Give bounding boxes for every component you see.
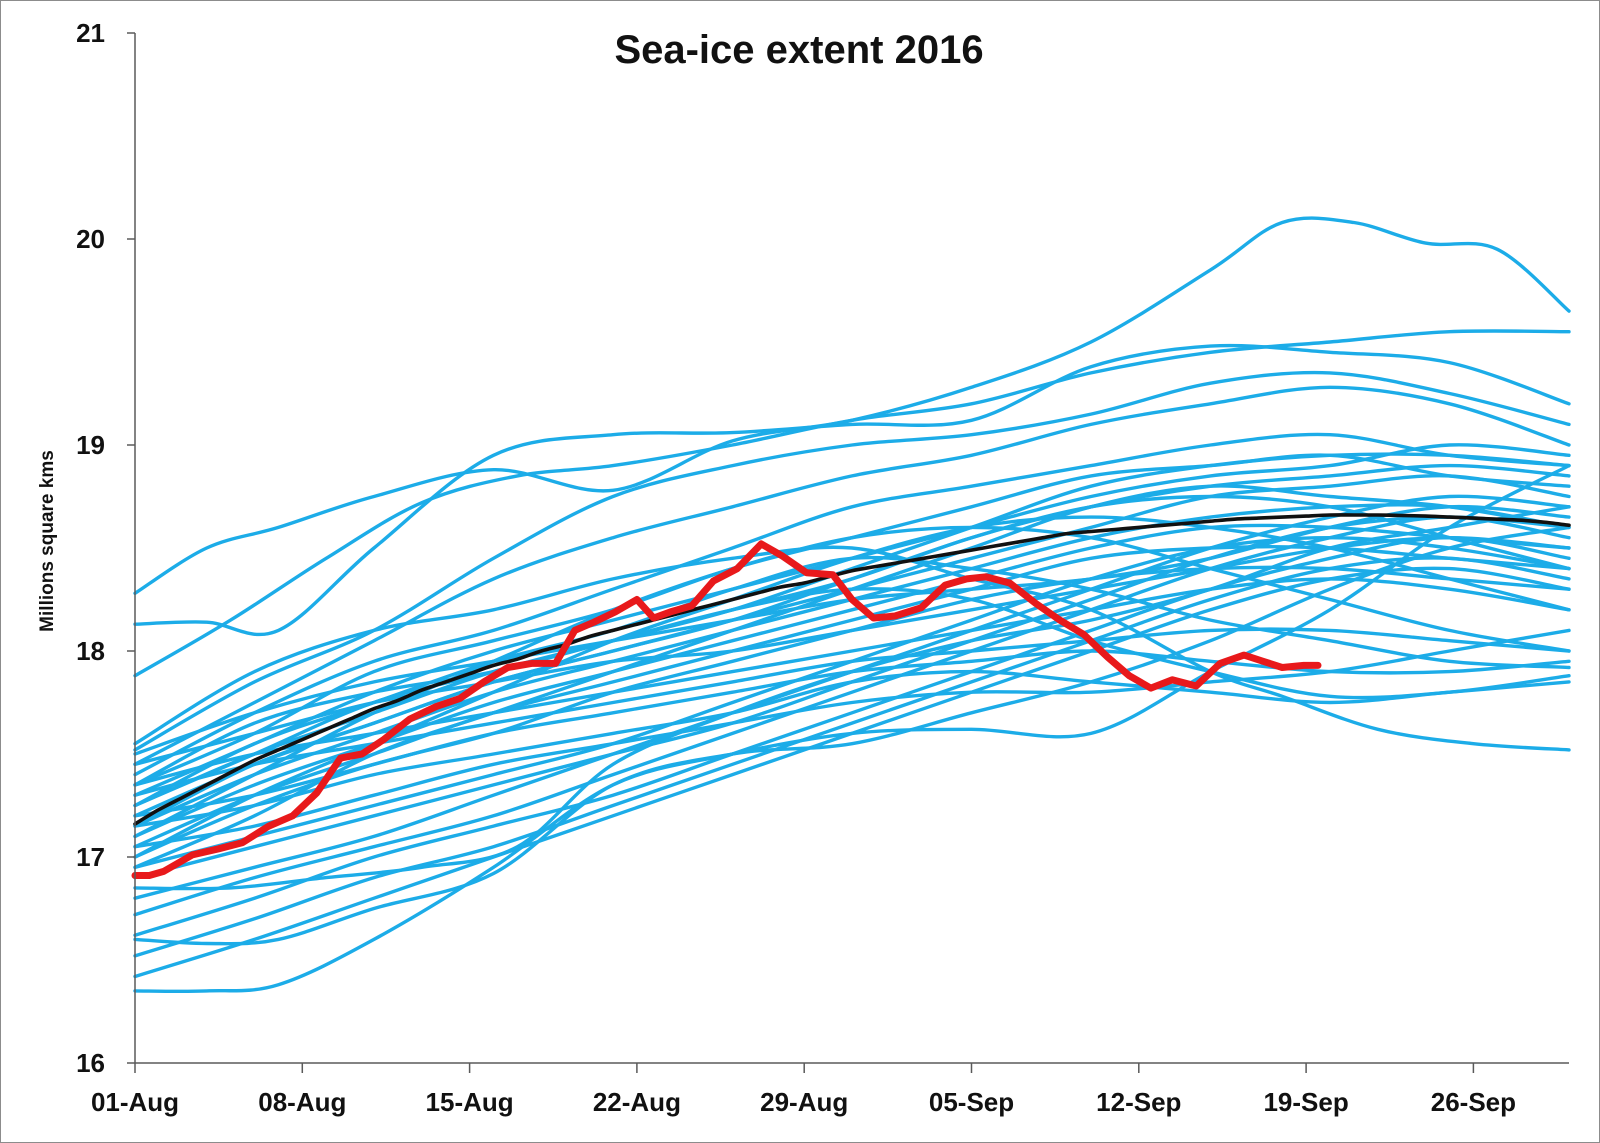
mean-line (133, 513, 1571, 826)
axes-group: 16 17 18 19 20 21 01-Aug 08-Aug 15-Aug 22-Aug 29-A… (76, 18, 1569, 1117)
historical-year-line (133, 556, 1571, 958)
historical-year-line (133, 494, 1571, 828)
historical-year-line (133, 432, 1571, 777)
historical-year-line (133, 628, 1571, 849)
historical-year-line (133, 525, 1571, 946)
historical-year-line (133, 515, 1571, 880)
historical-year-line (133, 463, 1571, 994)
x-tick-label: 12-Sep (1096, 1087, 1181, 1117)
y-tick-label: 17 (76, 842, 105, 872)
y-tick-label: 20 (76, 224, 105, 254)
x-tick-label: 01-Aug (91, 1087, 179, 1117)
historical-series-group (133, 216, 1571, 994)
y-tick-label: 18 (76, 636, 105, 666)
historical-year-line (133, 484, 1571, 869)
historical-year-line (133, 216, 1571, 595)
historical-year-line (133, 669, 1571, 828)
y-tick-label: 16 (76, 1048, 105, 1078)
historical-year-line (133, 515, 1571, 917)
y-axis-title: Millions square kms (37, 450, 58, 632)
chart-title: Sea-ice extent 2016 (614, 28, 983, 72)
x-tick-label: 29-Aug (760, 1087, 848, 1117)
historical-year-line (133, 536, 1571, 937)
historical-year-line (133, 385, 1571, 766)
highlight-series-group (131, 513, 1571, 879)
y-tick-label: 21 (76, 18, 105, 48)
x-tick-label: 08-Aug (258, 1087, 346, 1117)
x-tick-label: 26-Sep (1431, 1087, 1516, 1117)
x-tick-label: 05-Sep (929, 1087, 1014, 1117)
historical-year-line (133, 525, 1571, 839)
x-tick-label: 15-Aug (426, 1087, 514, 1117)
y-tick-label: 19 (76, 430, 105, 460)
x-tick-label: 19-Sep (1263, 1087, 1348, 1117)
historical-year-line (133, 329, 1571, 678)
year-2016-line (131, 540, 1322, 879)
x-tick-label: 22-Aug (593, 1087, 681, 1117)
